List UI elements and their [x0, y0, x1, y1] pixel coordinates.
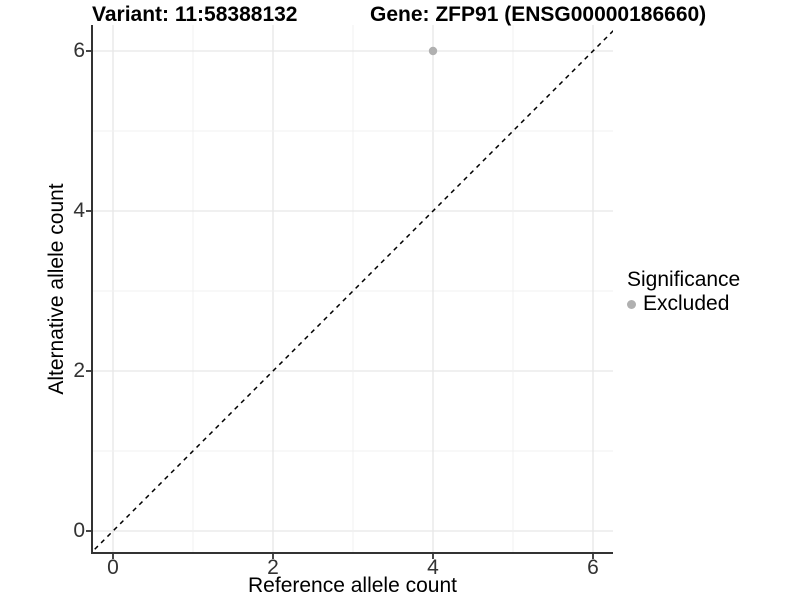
x-tick-label: 0	[107, 556, 119, 579]
y-tick-label: 6	[73, 39, 85, 62]
gene-title: Gene: ZFP91 (ENSG00000186660)	[370, 3, 707, 26]
y-tick-label: 0	[73, 519, 85, 542]
identity-reference-line	[92, 29, 613, 553]
legend: Significance Excluded	[627, 267, 740, 316]
legend-key-dot-icon	[627, 299, 636, 309]
y-tick-label: 4	[73, 199, 85, 222]
panel-clip-group	[92, 25, 613, 553]
x-tick-label: 6	[587, 556, 599, 579]
legend-title: Significance	[627, 268, 741, 291]
x-axis-title: Reference allele count	[248, 574, 457, 597]
variant-title: Variant: 11:58388132	[92, 3, 298, 26]
y-tick-label: 2	[73, 359, 85, 382]
y-axis-title: Alternative allele count	[45, 183, 68, 395]
legend-item-excluded: Excluded	[627, 292, 740, 316]
legend-label: Excluded	[643, 292, 730, 315]
x-tick-label: 4	[427, 556, 439, 579]
data-point	[428, 46, 438, 56]
legend-items: Excluded	[627, 292, 740, 316]
x-tick-label: 2	[267, 556, 279, 579]
